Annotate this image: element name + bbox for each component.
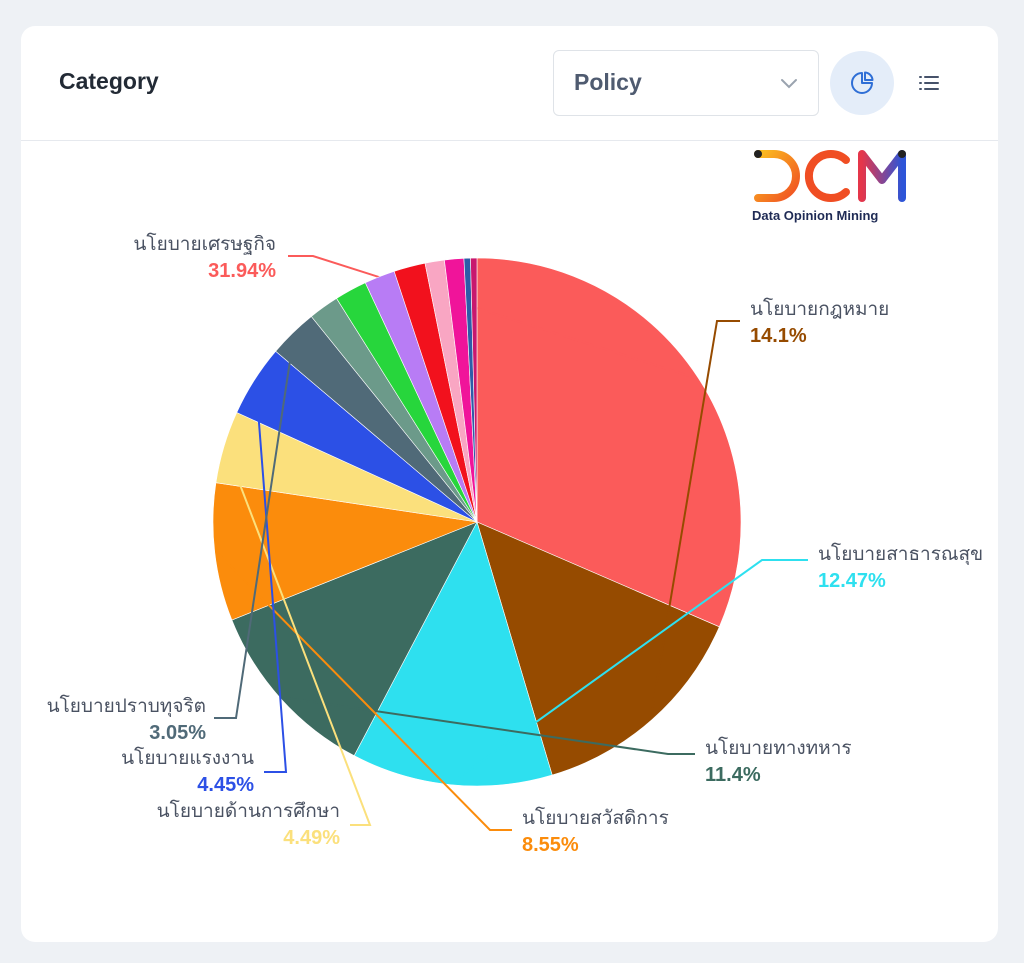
pie-slice[interactable] — [476, 257, 742, 628]
pie-leader-line — [224, 447, 372, 826]
pie-slice-label: นโยบายแรงงาน — [121, 746, 254, 769]
pie-slice-label: นโยบายสวัสดิการ — [522, 806, 669, 829]
chevron-down-icon — [780, 77, 798, 95]
pie-slice-label: นโยบายกฎหมาย — [750, 297, 889, 320]
pie-slice-label: นโยบายทางทหาร — [705, 736, 852, 759]
pie-slice-label: นโยบายด้านการศึกษา — [157, 799, 340, 822]
pie-slice-label: นโยบายสาธารณสุข — [818, 542, 983, 566]
pie-slice-percent: 4.45% — [197, 774, 254, 796]
pie-leader-line — [215, 551, 512, 831]
pie-leader-line — [282, 696, 695, 755]
dom-logo: Data Opinion Mining — [750, 146, 920, 230]
pie-slice[interactable] — [353, 521, 553, 787]
pie-slice-percent: 8.55% — [522, 834, 579, 856]
pie-leader-line — [214, 334, 295, 719]
pie-slice-percent: 4.49% — [283, 827, 340, 849]
category-select[interactable]: Policy — [553, 50, 819, 116]
pie-slice-percent: 3.05% — [149, 722, 206, 744]
pie-slice[interactable] — [470, 257, 478, 523]
pie-leader-line — [288, 255, 697, 380]
card-header: Category Policy — [21, 26, 998, 141]
list-icon — [919, 76, 939, 90]
pie-view-button[interactable] — [830, 51, 894, 115]
pie-leader-line — [450, 559, 808, 784]
logo-subtitle: Data Opinion Mining — [752, 208, 879, 223]
dom-logo-mark — [754, 150, 906, 202]
pie-slice-percent: 11.4% — [705, 764, 761, 786]
pie-slice-percent: 31.94% — [208, 260, 276, 282]
pie-slice[interactable] — [476, 521, 720, 776]
pie-leader-line — [254, 381, 288, 773]
pie-slice-label: นโยบายเศรษฐกิจ — [133, 232, 276, 255]
list-view-button[interactable] — [897, 51, 961, 115]
pie-slice-percent: 12.47% — [818, 570, 886, 592]
pie-chart-icon — [851, 71, 874, 94]
pie-slice-label: นโยบายปราบทุจริต — [47, 694, 206, 718]
select-value: Policy — [574, 69, 642, 95]
pie-leader-line — [649, 320, 740, 719]
card-title: Category — [59, 68, 159, 94]
pie-slice-percent: 14.1% — [750, 325, 807, 347]
